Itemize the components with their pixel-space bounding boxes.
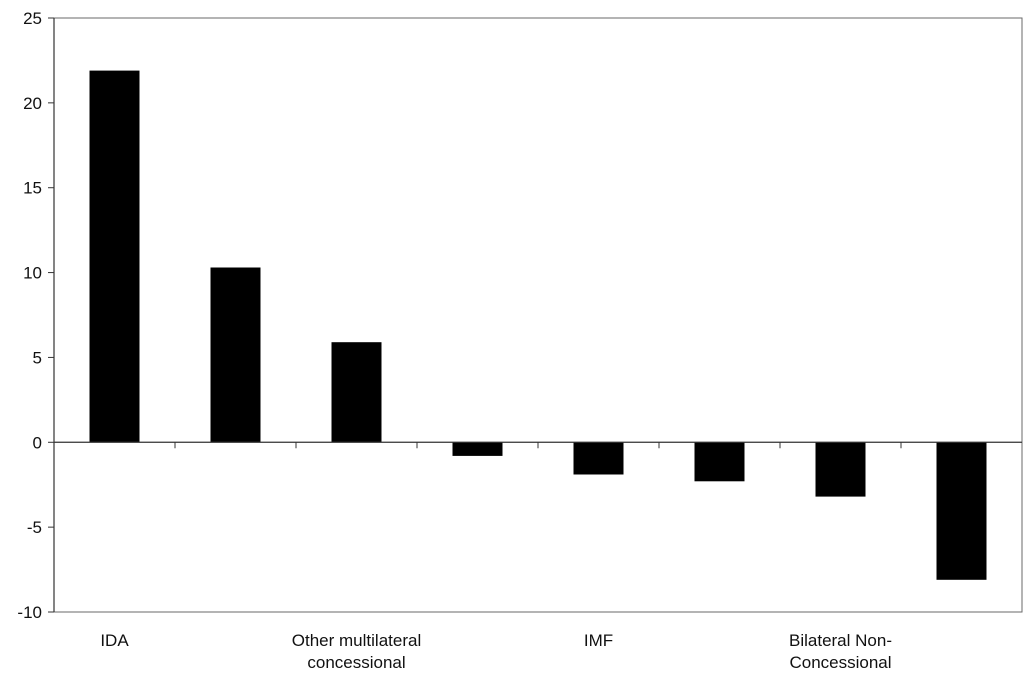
bar-4 — [452, 442, 503, 456]
y-tick-label-4: 5 — [33, 348, 42, 367]
y-tick-label-1: -10 — [17, 603, 42, 622]
x-category-label-1: IDA — [100, 631, 129, 650]
bar-5 — [573, 442, 624, 475]
plot-area — [53, 17, 1023, 613]
axes-layer — [48, 17, 1022, 613]
bars-layer — [89, 70, 987, 580]
bar-7 — [815, 442, 866, 497]
y-tick-label-7: 20 — [23, 94, 42, 113]
bar-8 — [936, 442, 987, 580]
bar-1 — [89, 70, 140, 443]
y-tick-label-2: -5 — [27, 518, 42, 537]
x-category-label-7: Bilateral Non-Concessional — [789, 631, 892, 672]
y-tick-label-8: 25 — [23, 9, 42, 28]
y-tick-label-5: 10 — [23, 264, 42, 283]
bar-2 — [210, 267, 261, 443]
x-axis-category-labels: IDA Other multilateral concessional IMF Bila… — [100, 631, 892, 672]
y-axis-tick-labels: -10 -5 0 5 10 15 20 25 — [17, 9, 42, 622]
x-category-label-3: Other multilateral concessional — [292, 631, 421, 672]
plot-border — [53, 17, 1023, 613]
bar-3 — [331, 342, 382, 443]
y-tick-label-6: 15 — [23, 179, 42, 198]
bar-6 — [694, 442, 745, 482]
x-category-label-5: IMF — [584, 631, 613, 650]
y-tick-label-3: 0 — [33, 433, 42, 452]
